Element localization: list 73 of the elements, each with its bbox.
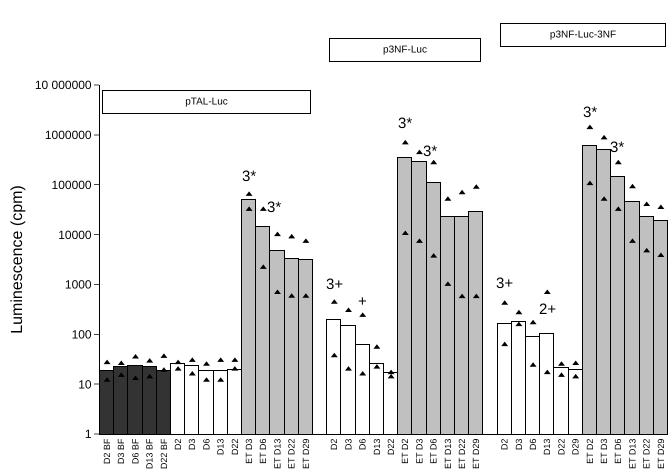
x-tick-label: D6 — [358, 438, 368, 450]
x-tick-label: ET D29 — [656, 438, 666, 469]
x-tick-label: ET D13 — [442, 438, 453, 469]
x-tick-label: D2 BF — [102, 438, 112, 464]
x-tick-label: ET D22 — [286, 438, 297, 469]
y-tick-label: 10 000000 — [34, 78, 92, 92]
point — [274, 232, 281, 236]
x-tick-label: D29 — [570, 438, 581, 456]
x-tick-label: D6 BF — [130, 438, 140, 464]
x-tick-label: D6 — [201, 438, 212, 450]
x-tick-label: D3 BF — [116, 438, 126, 464]
x-tick-label: D3 — [514, 438, 524, 450]
x-tick-label: D22 — [556, 438, 566, 456]
x-tick-label: D13 — [372, 438, 382, 456]
x-tick-label: ET D29 — [300, 438, 311, 469]
text: p3NF-Luc-3NF — [550, 30, 616, 40]
x-tick-label: D2 — [329, 438, 340, 450]
annotation: 3* — [423, 143, 438, 160]
x-tick-label: ET D29 — [471, 438, 482, 469]
x-tick-label: ET D13 — [272, 438, 282, 469]
x-tick-label: ET D3 — [244, 438, 254, 464]
y-tick-label: 1000000 — [44, 128, 92, 142]
point — [345, 366, 352, 371]
x-tick-label: D22 — [230, 438, 240, 456]
point — [132, 354, 139, 359]
point — [558, 372, 565, 377]
x-tick-label: D6 — [528, 438, 538, 450]
point — [416, 238, 423, 243]
y-tick-label: 1000 — [64, 278, 92, 292]
x-tick-label: D13 — [542, 438, 552, 456]
y-tick-label: 100 — [72, 327, 92, 342]
x-tick-label: D22 BF — [158, 438, 169, 470]
x-tick-label: D3 — [187, 438, 198, 450]
point — [558, 361, 565, 366]
x-tick-label: ET D6 — [613, 438, 624, 464]
annotation: 3* — [242, 168, 256, 185]
point — [274, 289, 281, 294]
y-axis-title: Luminescence (cpm) — [8, 185, 26, 334]
x-tick-label: ET D3 — [599, 438, 610, 464]
x-tick-label: ET D6 — [258, 438, 268, 464]
annotation: + — [358, 293, 367, 310]
y-tick-label: 10 — [78, 377, 92, 392]
point — [203, 361, 210, 366]
x-tick-label: ET D22 — [642, 438, 652, 469]
annotation: 3* — [398, 115, 412, 132]
y-tick-label: 1 — [84, 427, 92, 442]
x-tick-label: ET D13 — [627, 438, 638, 469]
x-tick-label: ET D2 — [584, 438, 595, 464]
point — [132, 375, 139, 380]
y-tick-label: 100000 — [52, 178, 92, 192]
point — [203, 377, 210, 382]
x-tick-label: D22 — [386, 438, 396, 456]
x-tick-label: D2 — [500, 438, 510, 450]
annotation: 3* — [583, 104, 598, 121]
y-tick-label: 10000 — [58, 228, 92, 242]
x-tick-label: ET D2 — [400, 438, 410, 464]
annotation: 3+ — [326, 276, 344, 293]
x-tick-label: D13 BF — [144, 438, 155, 470]
x-tick-label: D13 — [216, 438, 226, 456]
x-tick-label: D3 — [343, 438, 354, 450]
point — [629, 238, 636, 243]
point — [416, 150, 423, 154]
x-tick-label: ET D3 — [414, 438, 424, 464]
text: p3NF-Luc — [383, 44, 427, 56]
x-tick-label: ET D22 — [457, 438, 468, 469]
x-tick-label: D2 — [173, 438, 184, 450]
annotation: pTAL-Luc — [185, 96, 228, 108]
annotation: 3* — [267, 199, 282, 216]
annotation: 3+ — [496, 275, 514, 292]
point — [629, 184, 636, 188]
annotation: 3* — [610, 139, 624, 156]
annotation: 2+ — [539, 301, 556, 318]
x-tick-label: ET D6 — [428, 438, 439, 464]
